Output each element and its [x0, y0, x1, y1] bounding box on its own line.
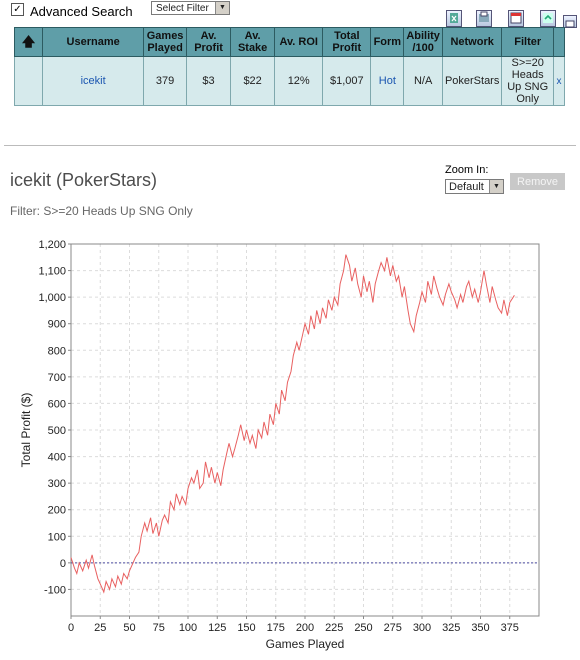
export-excel-icon[interactable] — [446, 10, 462, 27]
column-header-total-profit[interactable]: Total Profit — [322, 27, 372, 57]
x-tick-label: 225 — [325, 622, 343, 634]
games-played-cell: 379 — [143, 56, 188, 106]
table-header-row: 🡅 Username Games Played Av. Profit Av. S… — [13, 27, 565, 57]
row-spacer-cell — [13, 56, 44, 106]
sort-column-header[interactable]: 🡅 — [13, 27, 44, 57]
av-profit-cell: $3 — [186, 56, 232, 106]
remove-row-link[interactable]: x — [556, 75, 562, 87]
x-tick-label: 150 — [237, 622, 255, 634]
print-icon[interactable] — [476, 10, 492, 27]
refresh-icon[interactable] — [540, 10, 556, 27]
x-tick-label: 375 — [501, 622, 519, 634]
x-tick-label: 75 — [153, 622, 165, 634]
y-tick-label: 1,100 — [38, 266, 66, 278]
y-tick-label: 700 — [48, 372, 66, 384]
x-tick-label: 100 — [179, 622, 197, 634]
y-tick-label: 900 — [48, 319, 66, 331]
column-header-filter[interactable]: Filter — [501, 27, 555, 57]
column-header-ability[interactable]: Ability /100 — [403, 27, 443, 57]
chevron-down-icon: ▼ — [215, 2, 229, 14]
x-tick-label: 200 — [296, 622, 314, 634]
column-header-av-roi[interactable]: Av. ROI — [274, 27, 324, 57]
series-line-total-profit — [70, 254, 515, 594]
chevron-down-icon: ▼ — [489, 180, 503, 193]
x-tick-label: 25 — [94, 622, 106, 634]
x-tick-label: 175 — [267, 622, 285, 634]
x-tick-label: 0 — [68, 622, 74, 634]
filter-cell: S>=20 Heads Up SNG Only — [501, 56, 555, 106]
chart-grid — [70, 243, 539, 616]
delete-icon[interactable] — [508, 10, 524, 27]
column-header-remove — [553, 27, 565, 57]
username-link[interactable]: icekit — [80, 75, 106, 87]
x-tick-label: 325 — [442, 622, 460, 634]
column-header-av-profit[interactable]: Av. Profit — [186, 27, 232, 57]
x-tick-label: 125 — [208, 622, 226, 634]
filter-description: Filter: S>=20 Heads Up SNG Only — [10, 204, 193, 218]
total-profit-cell: $1,007 — [322, 56, 372, 106]
y-tick-label: -100 — [44, 584, 66, 596]
y-tick-label: 400 — [48, 452, 66, 464]
column-header-av-stake[interactable]: Av. Stake — [230, 27, 276, 57]
plot-frame — [70, 243, 540, 617]
sort-up-icon: 🡅 — [21, 33, 36, 49]
x-tick-label: 350 — [471, 622, 489, 634]
y-tick-label: 300 — [48, 478, 66, 490]
player-title: icekit (PokerStars) — [10, 170, 158, 190]
x-axis-label: Games Played — [266, 637, 345, 651]
zoom-select[interactable]: Default ▼ — [445, 179, 504, 194]
advanced-search-label: Advanced Search — [30, 4, 133, 19]
y-tick-label: 100 — [48, 531, 66, 543]
y-tick-label: 600 — [48, 398, 66, 410]
x-tick-label: 300 — [413, 622, 431, 634]
section-divider — [4, 145, 576, 146]
form-link[interactable]: Hot — [378, 75, 396, 87]
remove-button[interactable]: Remove — [510, 173, 565, 190]
y-tick-label: 500 — [48, 425, 66, 437]
x-tick-label: 275 — [384, 622, 402, 634]
column-header-username[interactable]: Username — [42, 27, 145, 57]
chart-ticks: -10001002003004005006007008009001,0001,1… — [38, 239, 518, 634]
y-tick-label: 1,000 — [38, 292, 66, 304]
column-header-form[interactable]: Form — [370, 27, 405, 57]
y-tick-label: 0 — [60, 558, 66, 570]
x-tick-label: 250 — [354, 622, 372, 634]
y-tick-label: 1,200 — [38, 239, 66, 251]
y-tick-label: 800 — [48, 345, 66, 357]
popout-icon[interactable] — [563, 15, 577, 28]
stats-table: 🡅 Username Games Played Av. Profit Av. S… — [13, 27, 565, 106]
y-tick-label: 200 — [48, 505, 66, 517]
table-row: icekit 379 $3 $22 12% $1,007 Hot N/A Pok… — [13, 56, 565, 106]
y-axis-label: Total Profit ($) — [19, 393, 33, 468]
filter-select-value: Select Filter — [156, 3, 209, 14]
column-header-network[interactable]: Network — [441, 27, 503, 57]
zoom-label: Zoom In: — [445, 164, 489, 176]
advanced-search-checkbox[interactable]: ✓ — [11, 3, 24, 16]
filter-select[interactable]: Select Filter ▼ — [151, 1, 230, 15]
av-roi-cell: 12% — [274, 56, 324, 106]
profit-chart: -10001002003004005006007008009001,0001,1… — [19, 239, 540, 651]
x-tick-label: 50 — [123, 622, 135, 634]
zoom-select-value: Default — [449, 181, 484, 193]
column-header-games-played[interactable]: Games Played — [143, 27, 188, 57]
network-cell: PokerStars — [441, 56, 503, 106]
ability-cell: N/A — [403, 56, 443, 106]
av-stake-cell: $22 — [230, 56, 276, 106]
